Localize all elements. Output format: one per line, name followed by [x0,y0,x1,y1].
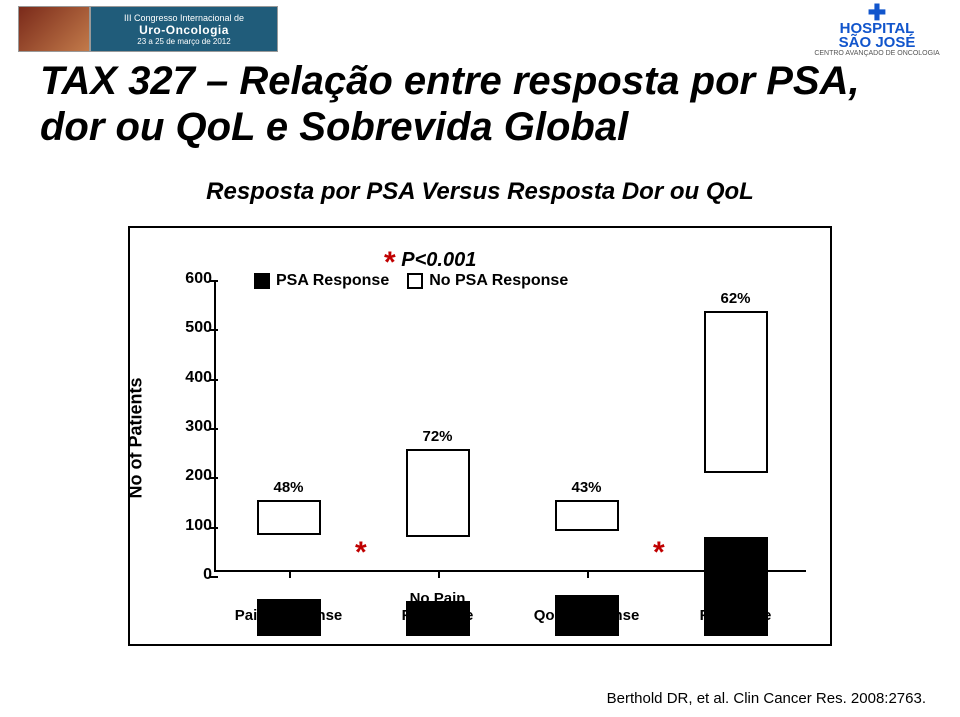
bar-no-psa-response [406,449,470,538]
y-tick-label: 500 [172,319,212,337]
chart-area: No of Patients * P<0.001 PSA Response No… [144,240,816,636]
significance-star-icon: * [355,536,367,570]
citation: Berthold DR, et al. Clin Cancer Res. 200… [607,690,926,707]
bar-pct-top: 72% [408,428,468,445]
y-tick-mark [210,477,218,479]
y-tick-mark [210,428,218,430]
hospital-logo: ✚ HOSPITAL SÃO JOSÉ CENTRO AVANÇADO DE O… [812,4,942,56]
y-tick-mark [210,329,218,331]
x-tick-mark [289,570,291,578]
congress-banner: III Congresso Internacional de Uro-Oncol… [18,6,278,52]
y-tick-mark [210,280,218,282]
hospital-name-2: SÃO JOSÉ [812,36,942,50]
x-category-label: Pain Response [219,607,359,624]
significance-star-icon: * [653,536,665,570]
page-subtitle: Resposta por PSA Versus Resposta Dor ou … [40,178,920,206]
x-category-label: QoL Response [517,607,657,624]
y-tick-label: 100 [172,517,212,535]
bar-pct-bottom: 57% [557,544,617,561]
chart-frame: No of Patients * P<0.001 PSA Response No… [128,226,832,646]
legend-item-no-psa-response: No PSA Response [407,272,568,290]
bar-no-psa-response [555,500,619,531]
x-tick-mark [736,570,738,578]
p-value-text: P<0.001 [401,249,476,271]
legend-swatch-open [407,273,423,289]
y-tick-label: 200 [172,467,212,485]
x-category-label: No PainResponse [368,590,508,625]
bar-pct-bottom: 28% [408,547,468,564]
bar-pct-top: 43% [557,479,617,496]
bar-pct-bottom: 38% [706,515,766,532]
legend-swatch-filled [254,273,270,289]
bar-pct-top: 62% [706,290,766,307]
legend-item-psa-response: PSA Response [254,272,389,290]
bar-no-psa-response [704,311,768,474]
banner-text: III Congresso Internacional de Uro-Oncol… [90,6,278,52]
legend-label-2: No PSA Response [429,272,568,289]
chart-legend: PSA Response No PSA Response [254,272,568,290]
y-axis-label: No of Patients [126,377,147,498]
y-tick-label: 400 [172,369,212,387]
banner-line2: Uro-Oncologia [139,23,229,37]
bar-pct-bottom: 52% [259,546,319,563]
y-tick-label: 0 [172,566,212,584]
y-tick-label: 600 [172,270,212,288]
y-tick-mark [210,576,218,578]
slide: III Congresso Internacional de Uro-Oncol… [0,0,960,717]
p-value-note: * P<0.001 [384,240,476,274]
y-tick-mark [210,379,218,381]
banner-line1: III Congresso Internacional de [124,13,244,23]
x-tick-mark [438,570,440,578]
banner-photo [18,6,90,52]
x-category-label: No QoLResponse [666,590,806,625]
banner-line3: 23 a 25 de março de 2012 [137,37,230,46]
y-tick-label: 300 [172,418,212,436]
page-title: TAX 327 – Relação entre resposta por PSA… [40,58,920,150]
y-tick-mark [210,527,218,529]
bar-no-psa-response [257,500,321,535]
x-tick-mark [587,570,589,578]
bar-pct-top: 48% [259,479,319,496]
hospital-sub: CENTRO AVANÇADO DE ONCOLOGIA [812,50,942,57]
legend-label-1: PSA Response [276,272,389,289]
